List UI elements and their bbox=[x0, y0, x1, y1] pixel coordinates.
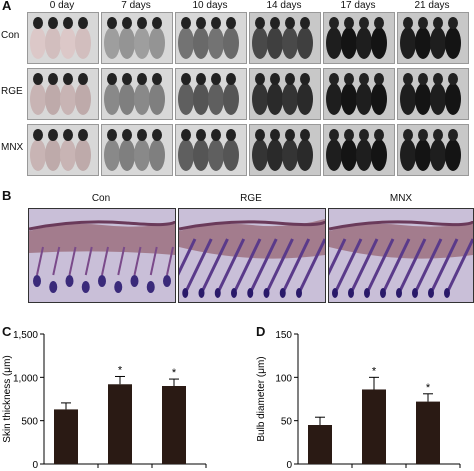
y-axis-label: Skin thickness (μm) bbox=[2, 355, 13, 442]
group-label: MNX bbox=[1, 142, 24, 153]
mouse-photo bbox=[101, 68, 173, 120]
timepoint-label: 21 days bbox=[414, 0, 450, 11]
histology-label-con: Con bbox=[91, 193, 111, 204]
group-label: Con bbox=[1, 30, 20, 41]
panel-a-letter: A bbox=[2, 0, 12, 13]
bar bbox=[162, 386, 186, 464]
mouse-photo bbox=[175, 124, 247, 176]
mouse-photo bbox=[249, 12, 321, 64]
group-label: RGE bbox=[1, 86, 23, 97]
histology-label-rge: RGE bbox=[240, 193, 262, 204]
bar bbox=[416, 401, 440, 464]
mouse-photo bbox=[249, 68, 321, 120]
significance-marker: * bbox=[118, 364, 123, 376]
significance-marker: * bbox=[426, 382, 431, 394]
mouse-photo bbox=[249, 124, 321, 176]
bar bbox=[308, 425, 332, 464]
mouse-photo bbox=[397, 124, 469, 176]
timepoint-label: 0 day bbox=[49, 0, 75, 11]
mouse-photo bbox=[397, 12, 469, 64]
mouse-photo bbox=[27, 12, 99, 64]
mouse-photo bbox=[175, 12, 247, 64]
y-tick-label: 0 bbox=[286, 460, 292, 471]
y-tick-label: 500 bbox=[21, 417, 38, 428]
y-tick-label: 50 bbox=[281, 417, 293, 428]
bar bbox=[54, 409, 78, 464]
mouse-photo bbox=[27, 68, 99, 120]
y-tick-label: 0 bbox=[32, 460, 38, 471]
y-tick-label: 1,000 bbox=[13, 373, 38, 384]
panel-d-letter: D bbox=[256, 324, 266, 339]
mouse-photo bbox=[175, 68, 247, 120]
mouse-photo bbox=[323, 68, 395, 120]
histology-image-rge bbox=[178, 208, 326, 303]
histology-image-mnx bbox=[328, 208, 474, 303]
mouse-photo bbox=[101, 12, 173, 64]
y-tick-label: 100 bbox=[275, 373, 292, 384]
mouse-photo bbox=[323, 12, 395, 64]
y-axis-label: Bulb diameter (μm) bbox=[256, 356, 267, 441]
bar bbox=[362, 389, 386, 464]
timepoint-label: 17 days bbox=[340, 0, 376, 11]
panel-c-letter: C bbox=[2, 324, 12, 339]
bar bbox=[108, 384, 132, 464]
skin-thickness-chart: 0 500 1,000 1,500 Skin thickness (μm) * * bbox=[2, 330, 207, 471]
mouse-photo bbox=[27, 124, 99, 176]
significance-marker: * bbox=[372, 365, 377, 377]
bulb-diameter-chart: 0 50 100 150 Bulb diameter (μm) * * bbox=[256, 330, 461, 471]
y-tick-label: 1,500 bbox=[13, 330, 38, 341]
mouse-photo bbox=[323, 124, 395, 176]
timepoint-label: 10 days bbox=[192, 0, 228, 11]
timepoint-label: 14 days bbox=[266, 0, 302, 11]
mouse-photo bbox=[397, 68, 469, 120]
histology-label-mnx: MNX bbox=[389, 193, 413, 204]
panel-b-letter: B bbox=[2, 188, 12, 203]
histology-image-con bbox=[28, 208, 176, 303]
y-tick-label: 150 bbox=[275, 330, 292, 341]
mouse-photo bbox=[101, 124, 173, 176]
significance-marker: * bbox=[172, 367, 177, 379]
timepoint-label: 7 days bbox=[121, 0, 151, 11]
